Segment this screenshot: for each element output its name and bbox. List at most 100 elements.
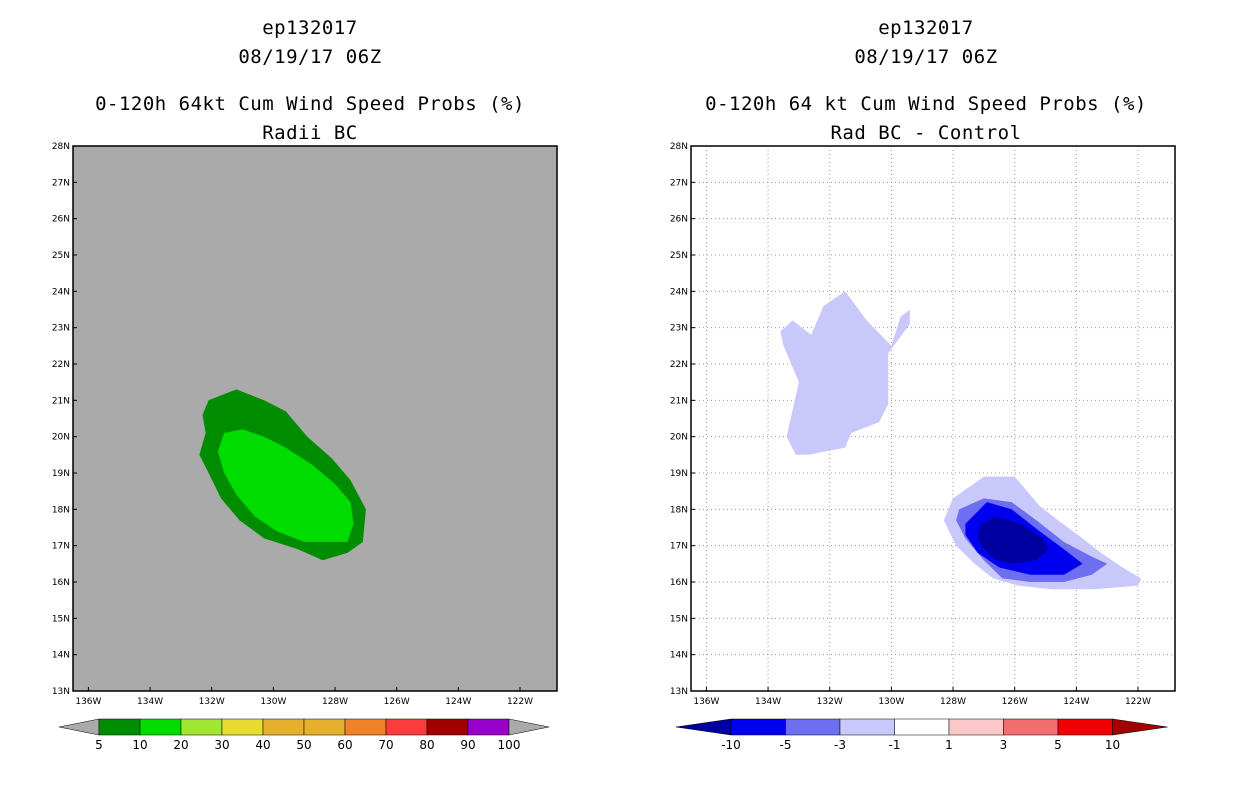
right-colorbar-label: -10 [721,738,741,752]
left-colorbar-box [262,718,305,736]
left-colorbar-box [98,718,141,736]
latitude-tick-label: 23N [52,324,70,334]
right-colorbar-label: 1 [945,738,953,752]
latitude-tick-label: 26N [670,215,688,225]
left-colorbar-label: 70 [378,738,393,752]
left-map: 28N 27N 26N 25N 24N 23N 22N 21N 20N 19N 18N 17N 16N 1… [52,142,558,707]
latitude-tick-label: 16N [52,578,70,588]
left-colorbar-label: 90 [460,738,475,752]
latitude-tick-label: 28N [52,142,70,152]
longitude-tick-label: 132W [199,697,225,707]
left-colorbar-box [139,718,182,736]
left-colorbar-label: 20 [173,738,188,752]
latitude-tick-label: 19N [52,469,70,479]
right-contour--10 [977,516,1049,564]
left-title: ep132017 08/19/17 06Z [50,14,570,72]
right-colorbar-label: -1 [889,738,901,752]
latitude-tick-label: 21N [670,396,688,406]
right-storm-id: ep132017 [878,17,974,39]
longitude-tick-label: 126W [384,697,410,707]
left-colorbar-lower-triangle [58,718,100,736]
left-colorbar-box [180,718,223,736]
latitude-tick-label: 17N [670,542,688,552]
right-colorbar-box [894,718,950,736]
left-run-name: Radii BC [262,122,358,144]
latitude-tick-label: 19N [670,469,688,479]
left-colorbar-label: 5 [95,738,103,752]
latitude-tick-label: 17N [52,542,70,552]
latitude-tick-label: 13N [670,687,688,697]
left-colorbar-label: 10 [132,738,147,752]
right-map: 28N 27N 26N 25N 24N 23N 22N 21N 20N 19N 18N 17N 16N 1… [670,142,1176,707]
left-colorbar-box [344,718,387,736]
left-contour-10-20- [217,429,354,542]
longitude-tick-label: 134W [755,697,781,707]
right-map-frame [690,145,1176,692]
latitude-tick-label: 15N [52,614,70,624]
right-run-name: Rad BC - Control [830,122,1022,144]
latitude-tick-label: 21N [52,396,70,406]
right-colorbar-box [839,718,895,736]
right-map-background [691,146,1175,691]
left-colorbar-label: 80 [419,738,434,752]
longitude-tick-label: 132W [817,697,843,707]
latitude-tick-label: 15N [670,614,688,624]
longitude-tick-label: 128W [322,697,348,707]
right-title: ep132017 08/19/17 06Z [666,14,1186,72]
left-map-background [73,146,557,691]
longitude-tick-label: 134W [137,697,163,707]
latitude-tick-label: 28N [670,142,688,152]
latitude-tick-label: 18N [52,505,70,515]
left-storm-id: ep132017 [262,17,358,39]
right-colorbar-label: -3 [834,738,846,752]
right-colorbar-label: 5 [1054,738,1062,752]
latitude-tick-label: 27N [670,178,688,188]
longitude-tick-label: 128W [940,697,966,707]
right-colorbar-lower-triangle [675,718,732,736]
left-colorbar-label: 60 [337,738,352,752]
right-colorbar: -10 -5 -3 -1 1 3 5 10 [675,718,1168,752]
left-colorbar-box [221,718,264,736]
latitude-tick-label: 27N [52,178,70,188]
latitude-tick-label: 23N [670,324,688,334]
longitude-tick-label: 130W [260,697,286,707]
longitude-tick-label: 136W [75,697,101,707]
left-colorbar-box [303,718,346,736]
right-product-name: 0-120h 64 kt Cum Wind Speed Probs (%) [705,93,1147,115]
right-colorbar-box [730,718,786,736]
latitude-tick-label: 22N [670,360,688,370]
latitude-tick-label: 18N [670,505,688,515]
left-colorbar-box [385,718,428,736]
left-subtitle: 0-120h 64kt Cum Wind Speed Probs (%) Rad… [50,90,570,148]
right-colorbar-label: 3 [1000,738,1008,752]
right-colorbar-box [1057,718,1113,736]
left-colorbar-box [426,718,469,736]
longitude-tick-label: 124W [445,697,471,707]
left-colorbar-upper-triangle [508,718,550,736]
latitude-tick-label: 13N [52,687,70,697]
latitude-tick-label: 24N [670,287,688,297]
latitude-tick-label: 14N [670,651,688,661]
right-colorbar-label: -5 [780,738,792,752]
latitude-tick-label: 22N [52,360,70,370]
right-colorbar-box [1003,718,1059,736]
left-colorbar-label: 40 [255,738,270,752]
longitude-tick-label: 126W [1002,697,1028,707]
latitude-tick-label: 20N [52,433,70,443]
longitude-tick-label: 122W [507,697,533,707]
latitude-tick-label: 24N [52,287,70,297]
latitude-tick-label: 25N [52,251,70,261]
left-colorbar-label: 50 [296,738,311,752]
latitude-tick-label: 14N [52,651,70,661]
latitude-tick-label: 16N [670,578,688,588]
latitude-tick-label: 25N [670,251,688,261]
longitude-tick-label: 122W [1125,697,1151,707]
longitude-tick-label: 136W [693,697,719,707]
right-colorbar-box [948,718,1004,736]
left-colorbar-label: 30 [214,738,229,752]
left-map-frame [72,145,558,692]
right-colorbar-upper-triangle [1112,718,1168,736]
left-colorbar: 5 10 20 30 40 50 60 70 80 90 100 [58,718,550,752]
left-product-name: 0-120h 64kt Cum Wind Speed Probs (%) [95,93,525,115]
